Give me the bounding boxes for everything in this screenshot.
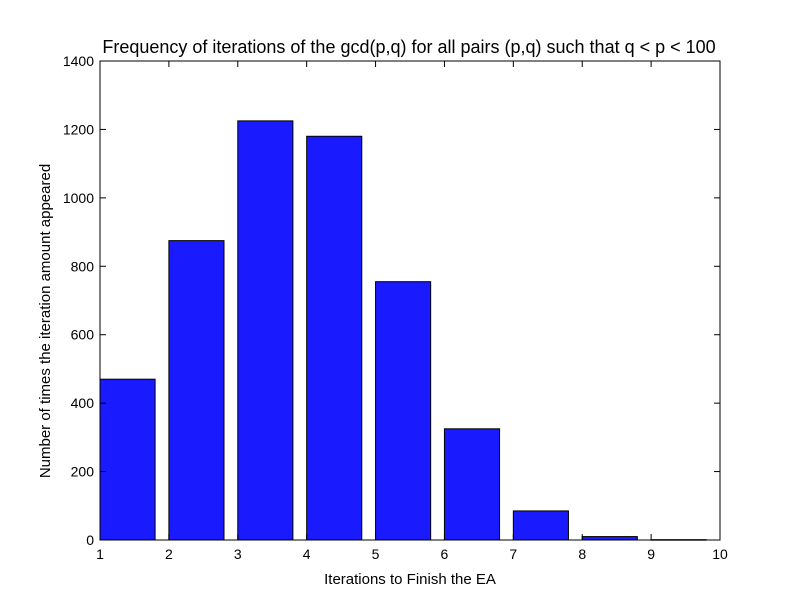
x-tick-label-4: 4 <box>303 546 311 562</box>
plot-frame <box>99 60 721 541</box>
x-tick-label-9: 9 <box>647 546 655 562</box>
y-tick-label-400: 400 <box>71 395 95 411</box>
y-tick-label-800: 800 <box>71 258 95 274</box>
y-axis-label: Number of times the iteration amount app… <box>37 164 54 478</box>
bar-3 <box>237 120 294 541</box>
x-tick-label-3: 3 <box>234 546 242 562</box>
y-tick-label-1000: 1000 <box>63 190 94 206</box>
bar-5 <box>375 281 432 541</box>
x-tick-label-10: 10 <box>712 546 728 562</box>
x-axis-label: Iterations to Finish the EA <box>324 571 496 588</box>
bar-8 <box>581 536 638 541</box>
x-tick-label-6: 6 <box>441 546 449 562</box>
x-tick-label-7: 7 <box>509 546 517 562</box>
bar-4 <box>306 135 363 541</box>
x-tick-label-8: 8 <box>578 546 586 562</box>
x-tick-label-5: 5 <box>372 546 380 562</box>
y-tick-label-1400: 1400 <box>63 53 94 69</box>
x-tick-label-1: 1 <box>96 546 104 562</box>
bar-2 <box>168 240 225 541</box>
bar-6 <box>443 428 501 541</box>
bar-1 <box>99 378 156 541</box>
y-tick-label-0: 0 <box>86 532 94 548</box>
x-tick-label-2: 2 <box>165 546 173 562</box>
y-tick-label-600: 600 <box>71 327 95 343</box>
y-tick-label-200: 200 <box>71 464 95 480</box>
bars-group <box>99 120 707 541</box>
chart-title: Frequency of iterations of the gcd(p,q) … <box>102 37 715 57</box>
y-tick-label-1200: 1200 <box>63 121 94 137</box>
bar-7 <box>512 510 569 541</box>
